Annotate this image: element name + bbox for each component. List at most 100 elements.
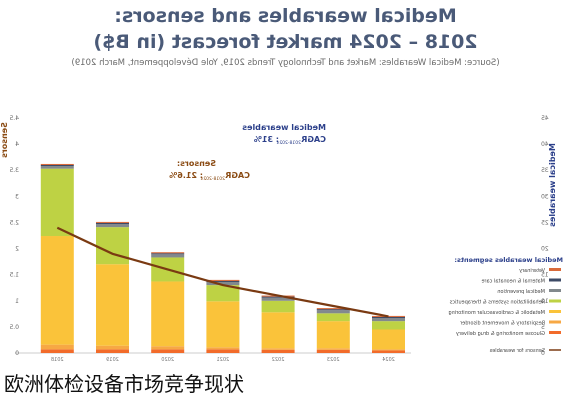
legend-label-1: Maternal & neonatal care: [482, 279, 545, 285]
bar-2021-seg4: [206, 281, 240, 286]
chart-title-line1: Medical wearables and sensors:: [114, 5, 457, 27]
legend-label-6: Glucose monitoring & drug delivery: [456, 331, 545, 337]
legend-label-3: Rehabilitation systems & therapeutics: [449, 300, 545, 306]
bar-2021-seg5: [206, 280, 240, 282]
bar-2019-seg4: [96, 224, 129, 228]
x-tick-label: 2023: [327, 357, 340, 363]
bar-2024-seg3: [372, 321, 405, 330]
bar-2024-seg4: [372, 318, 405, 322]
bar-2021-seg1: [206, 347, 240, 350]
y-right-tick-5: 25: [541, 219, 549, 226]
y-right-tick-0: 0: [541, 350, 545, 357]
legend-swatch-4: [549, 310, 561, 313]
annotation-wearables-period: 2018-2024: [276, 140, 301, 146]
bar-2023-seg5: [316, 309, 350, 311]
y-left-tick-4: 2: [15, 246, 19, 253]
bar-2022-seg1: [261, 348, 295, 350]
bar-2022-seg3: [261, 300, 295, 313]
mirrored-infographic: Medical wearables and sensors: 2018 – 20…: [0, 5, 563, 363]
bar-2019-seg0: [96, 349, 129, 353]
annotation-sensors-value: : 21.6%: [169, 171, 203, 180]
x-tick-label: 2019: [106, 357, 119, 363]
legend-swatch-0: [549, 268, 561, 271]
y-left-tick-2: 1: [15, 298, 19, 305]
legend-label-0: Veterinary: [519, 268, 545, 274]
bar-2024-seg6: [372, 315, 405, 317]
bar-2021-seg3: [206, 285, 240, 302]
bar-2024-seg2: [372, 329, 405, 350]
legend-swatch-3: [549, 299, 561, 303]
bar-2019-seg2: [96, 264, 129, 346]
x-tick-label: 2022: [272, 357, 285, 363]
y-left-tick-7: 3.5: [9, 167, 19, 174]
y-left-tick-6: 3: [15, 193, 19, 200]
bar-2024-seg5: [372, 316, 405, 319]
bar-2023-seg6: [316, 308, 350, 310]
y-left-tick-8: 4: [15, 141, 19, 148]
bar-2019-seg3: [96, 227, 129, 265]
y-left-tick-0: 0: [15, 350, 19, 357]
bar-2018-seg6: [40, 163, 74, 165]
legend-label-2: Medical prevention: [497, 289, 545, 295]
y-left-tick-3: 1.5: [9, 272, 19, 279]
annotation-sensors-title: Sensors:: [177, 159, 216, 168]
legend-swatch-2: [549, 289, 561, 292]
bar-2020-seg4: [151, 254, 185, 258]
bar-2023-seg3: [316, 313, 350, 322]
y-left-tick-1: 0.5: [9, 324, 19, 331]
y-left-axis-label: Sensors: [0, 122, 9, 158]
bar-2020-seg6: [151, 252, 185, 254]
y-left-tick-5: 2.5: [9, 219, 19, 226]
legend-swatch-1: [549, 278, 561, 282]
bar-2018-seg2: [40, 236, 74, 345]
sensors-trend-line: [56, 226, 389, 318]
y-right-tick-4: 20: [541, 246, 549, 253]
annotation-wearables-cagr: CAGR: [301, 135, 326, 144]
bar-2022-seg2: [261, 312, 295, 349]
bar-2018-seg4: [40, 166, 74, 169]
bar-2022-seg4: [261, 297, 295, 301]
bar-2022-seg5: [261, 296, 295, 298]
bar-2019-seg1: [96, 345, 129, 350]
annotation-wearables-value: : 31%: [254, 135, 279, 144]
y-right-tick-1: 5: [541, 324, 545, 331]
annotation-wearables-title: Medical wearables: [242, 123, 326, 132]
legend-swatch-6: [549, 331, 561, 334]
bar-2018-seg3: [40, 168, 74, 237]
y-right-tick-8: 40: [541, 141, 549, 148]
chart-source-note: (Source: Medical Wearables: Market and T…: [71, 58, 500, 68]
y-right-tick-3: 15: [541, 272, 549, 279]
legend-label-5: Respiratory & movement disorder: [459, 321, 545, 327]
image-caption: 欧洲体检设备市场竞争现状: [4, 372, 244, 396]
y-left-tick-9: 4.5: [9, 115, 19, 122]
bar-2018-seg1: [40, 344, 74, 350]
stacked-bar-chart: 2024202320222021202020192018051015202530…: [0, 115, 563, 363]
x-tick-label: 2018: [51, 357, 64, 363]
x-tick-label: 2024: [382, 357, 395, 363]
bar-2023-seg0: [316, 349, 350, 353]
bar-2019-seg5: [96, 222, 129, 225]
bar-2023-seg4: [316, 310, 350, 314]
bar-2024-seg1: [372, 349, 405, 351]
y-right-axis-label: Medical wearables: [548, 143, 557, 227]
y-right-tick-2: 10: [541, 298, 549, 305]
x-tick-label: 2020: [161, 357, 174, 363]
bar-2018-seg0: [40, 349, 74, 353]
bar-2023-seg1: [316, 348, 350, 350]
bar-2024-seg0: [372, 350, 405, 353]
legend-swatch-5: [549, 320, 561, 324]
bar-2020-seg1: [151, 346, 185, 350]
y-right-tick-9: 45: [541, 115, 549, 122]
bar-2019-seg6: [96, 221, 129, 223]
annotation-sensors-cagr: CAGR: [225, 171, 250, 180]
legend-label-4: Metabolic & cardiovascular monitoring: [448, 310, 545, 316]
legend-label-line: Sensors for wearables: [489, 348, 545, 354]
bar-2021-seg2: [206, 301, 240, 348]
annotation-sensors-period: 2018-2024: [200, 176, 225, 182]
bar-2023-seg2: [316, 321, 350, 349]
y-right-tick-7: 35: [541, 167, 549, 174]
bar-2021-seg6: [206, 279, 240, 281]
x-tick-label: 2021: [217, 357, 230, 363]
bar-2018-seg5: [40, 165, 74, 167]
